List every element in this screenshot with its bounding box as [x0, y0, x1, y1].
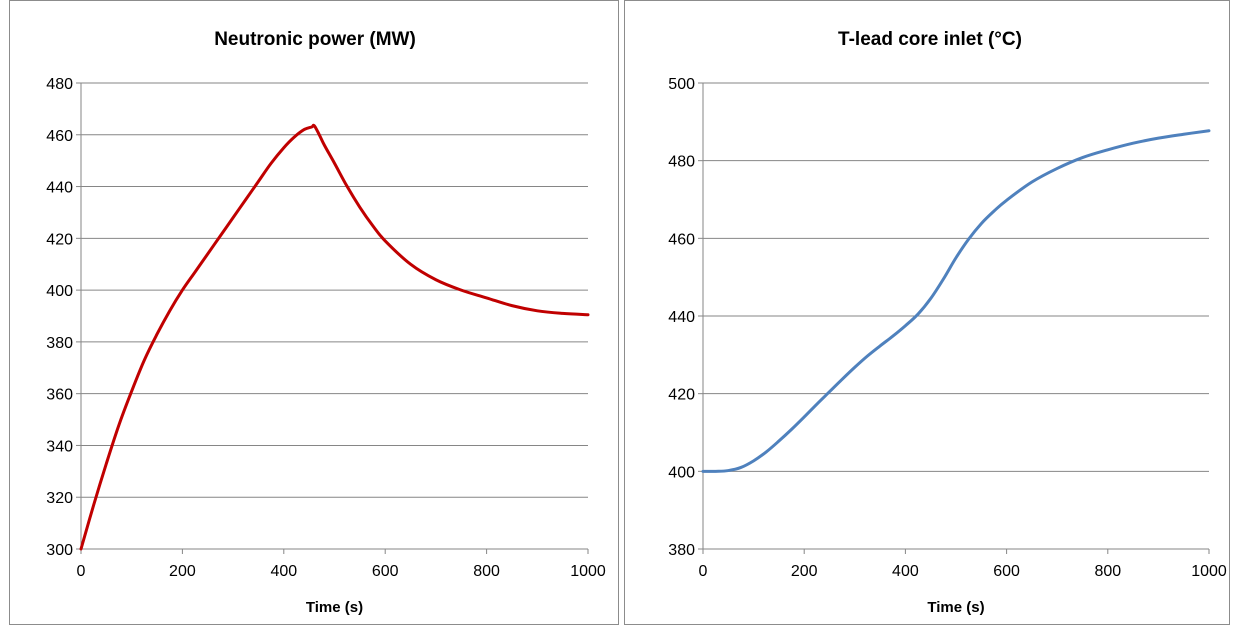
y-tick-label: 460 — [46, 128, 73, 145]
x-tick-label: 600 — [372, 563, 399, 580]
neutronic-power-chart: Neutronic power (MW) 300 320 340 360 380 400 42… — [9, 0, 619, 625]
x-tick-label: 200 — [169, 563, 196, 580]
lead-inlet-temperature-chart-svg: T-lead core inlet (°C) 380 400 420 440 460 480… — [668, 29, 1227, 616]
x-axis-title: Time (s) — [306, 599, 363, 616]
x-axis-title: Time (s) — [927, 599, 984, 616]
y-tick-label: 400 — [46, 283, 73, 300]
x-tick-label: 200 — [791, 563, 818, 580]
y-tick-label: 380 — [668, 542, 695, 559]
x-tick-label: 400 — [270, 563, 297, 580]
x-tick-label: 600 — [993, 563, 1020, 580]
y-tick-label: 420 — [668, 387, 695, 404]
y-tick-label: 460 — [668, 231, 695, 248]
y-tick-label: 420 — [46, 231, 73, 248]
y-tick-label: 440 — [46, 180, 73, 197]
y-tick-label: 400 — [668, 464, 695, 481]
x-tick-label: 800 — [473, 563, 500, 580]
neutronic-power-chart-svg: Neutronic power (MW) 300 320 340 360 380 400 42… — [46, 29, 606, 616]
lead-inlet-temperature-chart: T-lead core inlet (°C) 380 400 420 440 460 480… — [624, 0, 1230, 625]
series-line — [701, 129, 1211, 473]
x-tick-label: 400 — [892, 563, 919, 580]
y-tick-label: 380 — [46, 335, 73, 352]
y-tick-label: 480 — [46, 76, 73, 93]
chart-title: Neutronic power (MW) — [214, 29, 416, 50]
chart-title: T-lead core inlet (°C) — [838, 29, 1022, 50]
y-tick-label: 360 — [46, 387, 73, 404]
x-tick-label: 1000 — [570, 563, 606, 580]
x-tick-label: 0 — [699, 563, 708, 580]
series-line — [79, 123, 590, 551]
y-tick-label: 500 — [668, 76, 695, 93]
y-tick-label: 480 — [668, 154, 695, 171]
y-tick-label: 340 — [46, 438, 73, 455]
x-tick-label: 800 — [1094, 563, 1121, 580]
x-tick-label: 0 — [77, 563, 86, 580]
x-tick-label: 1000 — [1191, 563, 1227, 580]
y-tick-label: 440 — [668, 309, 695, 326]
y-tick-label: 300 — [46, 542, 73, 559]
y-tick-label: 320 — [46, 490, 73, 507]
